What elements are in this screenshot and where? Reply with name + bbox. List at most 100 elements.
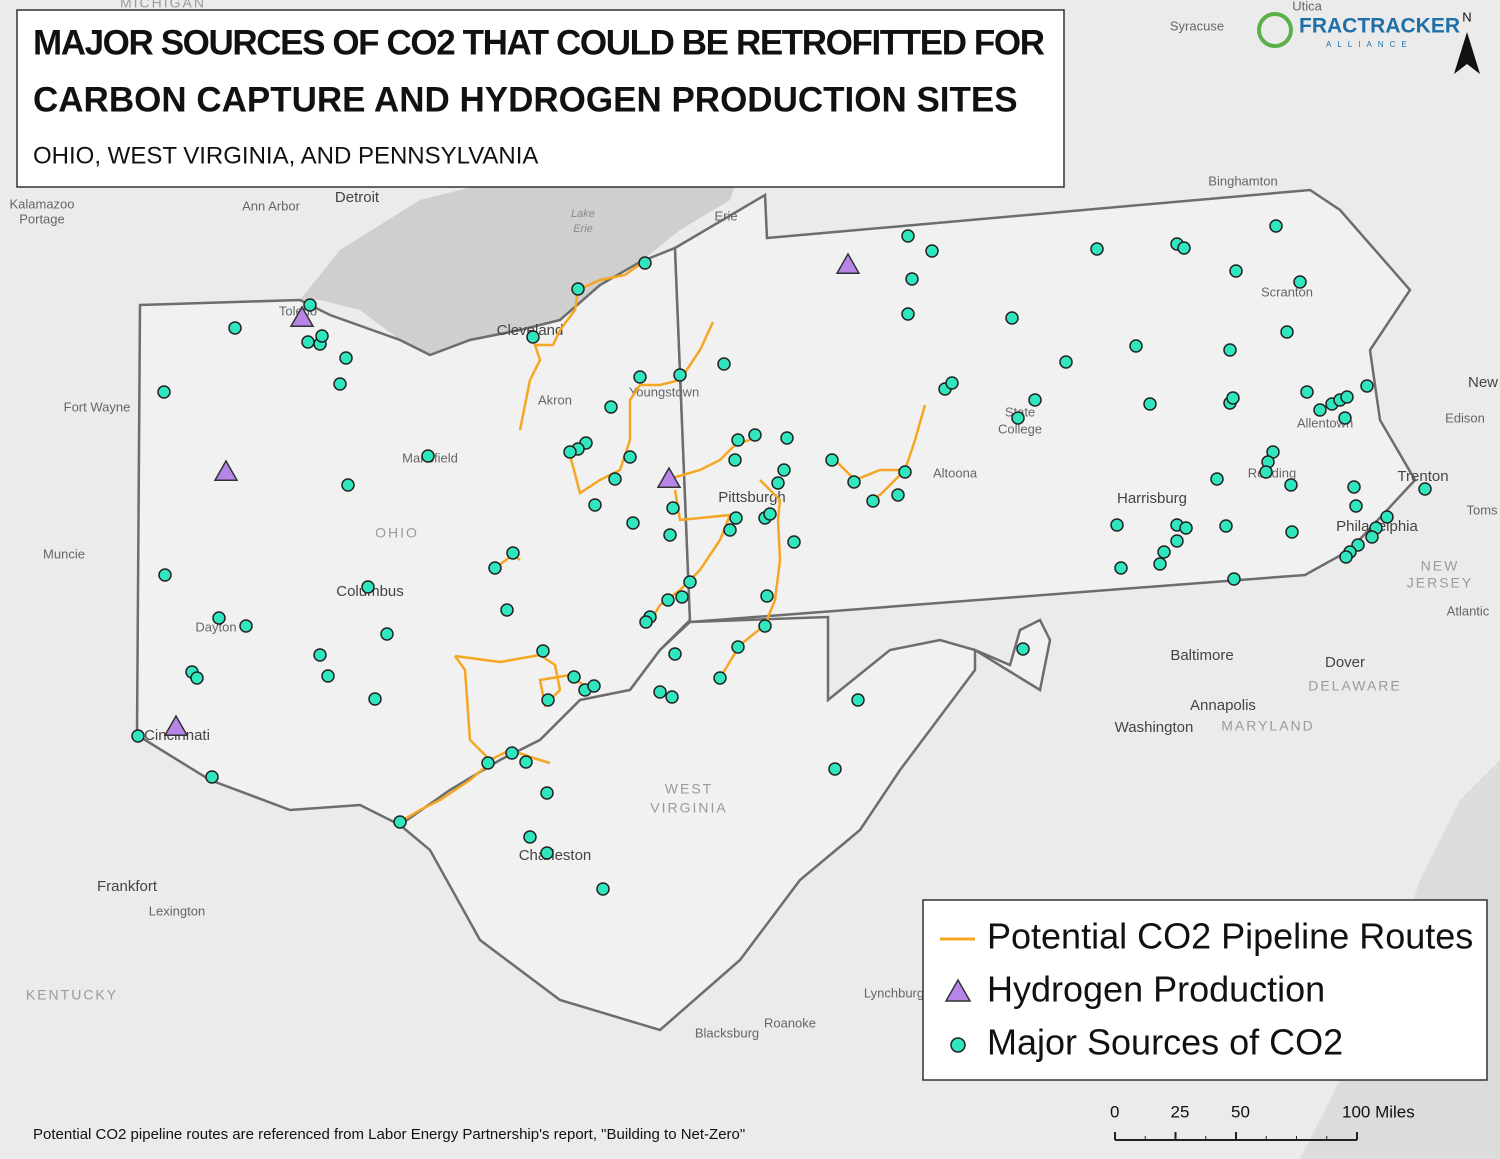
co2-source xyxy=(315,329,329,343)
co2-source xyxy=(898,465,912,479)
co2-source xyxy=(361,580,375,594)
co2-source xyxy=(190,671,204,685)
co2-source xyxy=(536,644,550,658)
co2-source xyxy=(158,568,172,582)
place-label: Harrisburg xyxy=(1117,490,1187,507)
scale-label: 50 xyxy=(1231,1102,1250,1121)
place-label: Kalamazoo xyxy=(9,196,74,211)
place-label: Annapolis xyxy=(1190,697,1256,714)
co2-source xyxy=(1219,519,1233,533)
place-label: VIRGINIA xyxy=(650,800,727,816)
co2-source xyxy=(731,640,745,654)
co2-source xyxy=(228,321,242,335)
scale-label: 100 Miles xyxy=(1342,1102,1415,1121)
co2-source xyxy=(519,755,533,769)
co2-source xyxy=(1110,518,1124,532)
place-label: DELAWARE xyxy=(1308,678,1402,694)
logo-icon xyxy=(1257,12,1293,48)
co2-source xyxy=(239,619,253,633)
hydrogen-site xyxy=(835,252,861,274)
place-label: OHIO xyxy=(375,525,419,541)
scale-bar: 0 25 50 100 Miles xyxy=(1110,1102,1415,1141)
co2-source xyxy=(157,385,171,399)
co2-source xyxy=(1347,480,1361,494)
co2-source xyxy=(713,671,727,685)
legend-box xyxy=(922,899,1488,1081)
co2-source xyxy=(1143,397,1157,411)
logo-name: FRACTRACKER xyxy=(1299,15,1460,38)
co2-source xyxy=(661,593,675,607)
co2-source xyxy=(780,431,794,445)
co2-source xyxy=(1338,411,1352,425)
logo: FRACTRACKER ALLIANCE xyxy=(1257,12,1460,49)
co2-source xyxy=(541,693,555,707)
place-label: Trenton xyxy=(1397,468,1448,485)
place-label: Scranton xyxy=(1261,284,1313,299)
state-outlines xyxy=(135,188,1417,1032)
co2-source xyxy=(1157,545,1171,559)
co2-source xyxy=(1177,241,1191,255)
pipeline xyxy=(454,653,591,708)
co2-source xyxy=(505,746,519,760)
co2-source xyxy=(683,575,697,589)
hydrogen-sites xyxy=(163,252,861,736)
place-label: Lynchburg xyxy=(864,985,924,1000)
co2-source xyxy=(540,786,554,800)
co2-source xyxy=(1349,499,1363,513)
place-label: College xyxy=(998,421,1042,436)
co2-source xyxy=(675,590,689,604)
co2-source xyxy=(1360,379,1374,393)
scale-label: 0 xyxy=(1110,1102,1119,1121)
place-label: Lexington xyxy=(149,903,205,918)
place-label: Cleveland xyxy=(497,322,564,339)
north-arrow xyxy=(1454,32,1480,74)
co2-source xyxy=(1313,403,1327,417)
place-label: Toms xyxy=(1466,502,1498,517)
co2-source xyxy=(729,511,743,525)
place-label: Akron xyxy=(538,392,572,407)
title-line: CARBON CAPTURE AND HYDROGEN PRODUCTION S… xyxy=(33,80,1018,119)
co2-source xyxy=(481,756,495,770)
co2-source xyxy=(313,648,327,662)
co2-source xyxy=(653,685,667,699)
co2-source xyxy=(131,729,145,743)
co2-source xyxy=(1028,393,1042,407)
place-label: Erie xyxy=(714,208,737,223)
co2-source xyxy=(523,830,537,844)
co2-source xyxy=(596,882,610,896)
co2-source xyxy=(1293,275,1307,289)
place-label: Dayton xyxy=(195,619,236,634)
place-label: Atlantic xyxy=(1447,603,1490,618)
co2-source xyxy=(1153,557,1167,571)
place-label: Charleston xyxy=(519,847,592,864)
co2-source xyxy=(341,478,355,492)
co2-source xyxy=(303,298,317,312)
co2-source xyxy=(1285,525,1299,539)
co2-source xyxy=(760,589,774,603)
co2-source xyxy=(540,846,554,860)
place-label: Portage xyxy=(19,211,65,226)
co2-source xyxy=(321,669,335,683)
place-label: Blacksburg xyxy=(695,1025,759,1040)
co2-source xyxy=(663,528,677,542)
co2-source xyxy=(563,445,577,459)
co2-source xyxy=(1365,530,1379,544)
co2-source xyxy=(728,453,742,467)
co2-source xyxy=(1090,242,1104,256)
place-label: MARYLAND xyxy=(1221,718,1315,734)
logo-tagline: ALLIANCE xyxy=(1326,40,1413,49)
co2-source xyxy=(866,494,880,508)
co2-source xyxy=(851,693,865,707)
co2-source xyxy=(731,433,745,447)
co2-source xyxy=(758,619,772,633)
co2-source xyxy=(1114,561,1128,575)
co2-source xyxy=(638,256,652,270)
place-label: Muncie xyxy=(43,546,85,561)
co2-source xyxy=(526,330,540,344)
place-label: Dover xyxy=(1325,654,1365,671)
co2-source xyxy=(608,472,622,486)
pipeline xyxy=(518,260,644,431)
hydrogen-site xyxy=(656,466,682,488)
place-label: Washington xyxy=(1115,719,1194,736)
co2-source xyxy=(1179,521,1193,535)
